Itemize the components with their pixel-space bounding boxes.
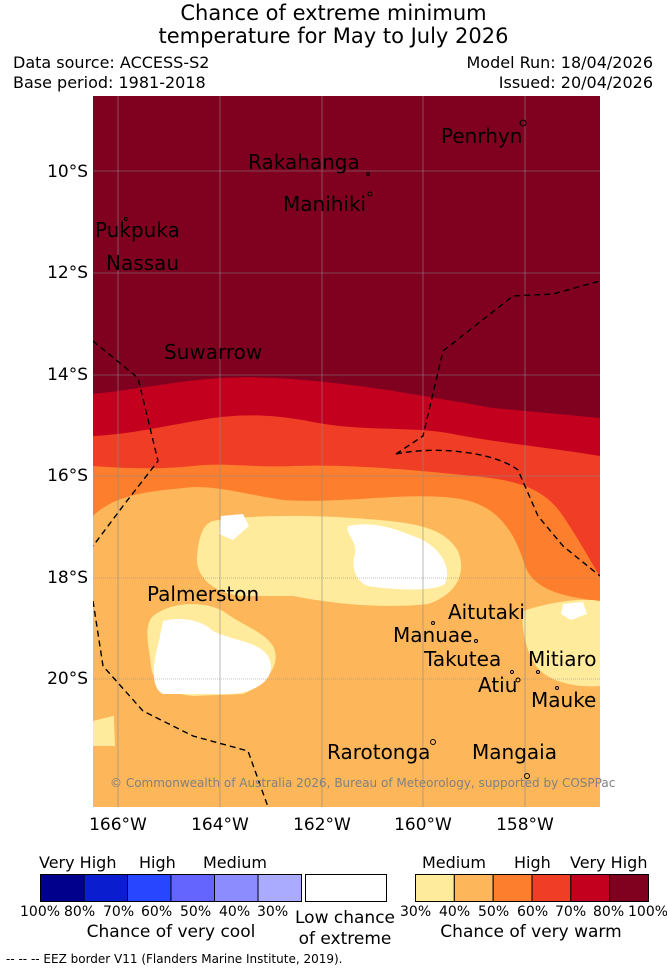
cool-head-high: High bbox=[139, 853, 176, 872]
lat-label: 14°S bbox=[47, 365, 88, 385]
lat-label: 18°S bbox=[47, 568, 88, 588]
colorbar-swatch bbox=[83, 874, 128, 902]
lon-label: 158°W bbox=[496, 815, 554, 835]
cool-tick: 30% bbox=[257, 904, 289, 920]
low-chance-north bbox=[347, 524, 448, 590]
warm-caption: Chance of very warm bbox=[440, 922, 622, 942]
warm-tick: 50% bbox=[478, 904, 510, 920]
warm-head-high: High bbox=[514, 853, 551, 872]
place-rarotonga: Rarotonga bbox=[327, 740, 431, 764]
warm-tick: 40% bbox=[439, 904, 471, 920]
warm-tick: 60% bbox=[517, 904, 549, 920]
title-line-1: Chance of extreme minimum bbox=[180, 1, 487, 25]
issued-date: Issued: 20/04/2026 bbox=[498, 73, 653, 92]
colorbar-swatch bbox=[453, 874, 494, 902]
cool-caption: Chance of very cool bbox=[86, 922, 256, 942]
cool-tick: 60% bbox=[141, 904, 173, 920]
cool-colorbar bbox=[40, 874, 302, 902]
colorbar-swatch bbox=[257, 874, 302, 902]
warm-tick: 70% bbox=[555, 904, 587, 920]
place-nassau: Nassau bbox=[106, 251, 179, 275]
colorbar-swatch bbox=[609, 874, 649, 902]
cool-tick: 70% bbox=[103, 904, 135, 920]
eez-border bbox=[93, 280, 600, 807]
warm-tick: 30% bbox=[400, 904, 432, 920]
warm-colorbar bbox=[415, 874, 649, 902]
place-suwarrow: Suwarrow bbox=[164, 340, 263, 364]
low-chance-east bbox=[561, 602, 587, 620]
cool-tick: 40% bbox=[219, 904, 251, 920]
lat-label: 10°S bbox=[47, 162, 88, 182]
colorbar-swatch bbox=[170, 874, 215, 902]
warm-tick: 80% bbox=[593, 904, 625, 920]
colorbar-swatch bbox=[492, 874, 533, 902]
lon-label: 160°W bbox=[394, 815, 452, 835]
colorbar-swatch bbox=[531, 874, 572, 902]
cool-head-medium: Medium bbox=[203, 853, 267, 872]
colorbar-swatch bbox=[214, 874, 259, 902]
low-chance-sw bbox=[93, 694, 153, 721]
place-palmerston: Palmerston bbox=[147, 582, 260, 606]
warm-head-medium: Medium bbox=[422, 853, 486, 872]
neutral-caption: Low chance of extreme bbox=[285, 908, 405, 950]
neutral-caption-line1: Low chance bbox=[295, 908, 395, 928]
graticule bbox=[93, 96, 600, 807]
copyright: © Commonwealth of Australia 2026, Bureau… bbox=[110, 776, 616, 790]
low-chance-palmerston bbox=[153, 619, 271, 694]
colorbar-swatch bbox=[415, 874, 455, 902]
place-pukapuka: Pukpuka bbox=[95, 218, 180, 242]
place-takutea: Takutea bbox=[424, 647, 502, 671]
base-period: Base period: 1981-2018 bbox=[13, 73, 206, 92]
cool-tick: 100% bbox=[20, 904, 61, 920]
warm-head-very-high: Very High bbox=[570, 853, 648, 872]
lat-label: 20°S bbox=[47, 669, 88, 689]
neutral-caption-line2: of extreme bbox=[298, 929, 392, 949]
band-30-40-east bbox=[522, 599, 600, 687]
neutral-swatch bbox=[305, 874, 387, 902]
place-rakahanga: Rakahanga bbox=[248, 150, 360, 174]
colorbar-swatch bbox=[570, 874, 611, 902]
eez-legend: -- -- -- EEZ border V11 (Flanders Marine… bbox=[6, 952, 343, 966]
map-title: Chance of extreme minimum temperature fo… bbox=[0, 2, 667, 48]
cool-tick: 80% bbox=[64, 904, 96, 920]
island-markers bbox=[124, 119, 559, 779]
lon-label: 166°W bbox=[89, 815, 147, 835]
place-penrhyn: Penrhyn bbox=[441, 124, 523, 148]
model-run: Model Run: 18/04/2026 bbox=[466, 53, 654, 72]
data-source: Data source: ACCESS-S2 bbox=[13, 53, 210, 72]
place-atiu: Atiu bbox=[478, 673, 518, 697]
place-mangaia: Mangaia bbox=[472, 740, 557, 764]
lon-label: 162°W bbox=[293, 815, 351, 835]
forecast-map bbox=[93, 96, 600, 807]
lon-label: 164°W bbox=[191, 815, 249, 835]
colorbar-swatch bbox=[40, 874, 85, 902]
place-manuae: Manuae bbox=[393, 623, 473, 647]
title-line-2: temperature for May to July 2026 bbox=[158, 24, 509, 48]
place-mitiaro: Mitiaro bbox=[528, 647, 597, 671]
cool-head-very-high: Very High bbox=[39, 853, 117, 872]
place-manihiki: Manihiki bbox=[283, 192, 367, 216]
place-aitutaki: Aitutaki bbox=[448, 600, 525, 624]
lat-label: 12°S bbox=[47, 263, 88, 283]
warm-tick: 100% bbox=[628, 904, 667, 920]
place-mauke: Mauke bbox=[531, 688, 597, 712]
lat-label: 16°S bbox=[47, 466, 88, 486]
cool-tick: 50% bbox=[180, 904, 212, 920]
low-chance-small bbox=[219, 514, 249, 540]
colorbar-swatch bbox=[127, 874, 172, 902]
